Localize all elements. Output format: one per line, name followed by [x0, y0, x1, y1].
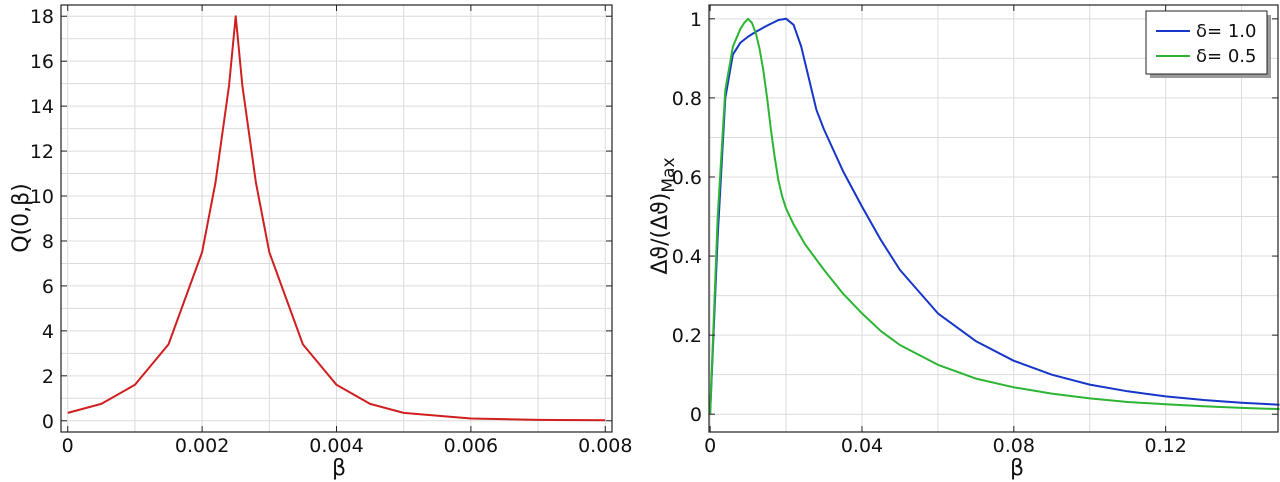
x-tick-label: 0 — [704, 435, 716, 457]
y-tick-labels: 0 0.2 0.4 0.6 0.8 1 — [672, 9, 702, 426]
y-tick-label: 18 — [30, 6, 54, 28]
y-tick-label: 10 — [30, 186, 54, 208]
tick-marks — [709, 5, 1278, 432]
y-axis-label: Q(0,β) — [9, 183, 34, 253]
x-axis-label: β — [332, 456, 346, 481]
x-tick-label: 0.008 — [578, 435, 632, 457]
y-tick-label: 1 — [690, 9, 702, 31]
x-tick-label: 0.006 — [444, 435, 498, 457]
x-tick-label: 0.004 — [309, 435, 363, 457]
y-tick-label: 0.6 — [672, 167, 702, 189]
y-axis-label: Δϑ/(Δϑ)Max — [648, 157, 679, 274]
y-axis-label-subscript: Max — [659, 157, 679, 192]
x-tick-labels: 0 0.002 0.004 0.006 0.008 — [62, 435, 633, 457]
x-tick-labels: 0 0.04 0.08 0.12 — [704, 435, 1187, 457]
x-tick-label: 0.002 — [175, 435, 229, 457]
chart-normalized-delta: 0 0.04 0.08 0.12 0 0.2 0.4 0.6 0.8 1 β Δϑ/(Δϑ)Ma… — [648, 4, 1280, 481]
y-tick-label: 14 — [30, 96, 54, 118]
legend-label-1: δ= 1.0 — [1196, 21, 1256, 42]
y-tick-label: 0 — [42, 411, 54, 433]
y-tick-label: 4 — [42, 321, 54, 343]
y-tick-label: 16 — [30, 51, 54, 73]
legend-items: δ= 1.0 δ= 0.5 — [1156, 21, 1256, 67]
series-group — [67, 15, 606, 422]
y-tick-label: 0.2 — [672, 325, 702, 347]
tick-marks — [61, 5, 612, 432]
y-tick-label: 2 — [42, 366, 54, 388]
y-tick-label: 0.4 — [672, 246, 702, 268]
y-tick-label: 6 — [42, 276, 54, 298]
grid-lines — [61, 5, 612, 432]
series-group — [709, 17, 1280, 415]
x-tick-label: 0 — [62, 435, 74, 457]
y-tick-label: 12 — [30, 141, 54, 163]
x-tick-label: 0.04 — [841, 435, 883, 457]
y-tick-label: 0 — [690, 404, 702, 426]
series-line-2 — [709, 17, 1280, 415]
legend: δ= 1.0 δ= 0.5 — [1145, 10, 1271, 78]
y-tick-labels: 0 2 4 6 8 10 12 14 16 18 — [30, 6, 54, 433]
series-line-1 — [709, 17, 1280, 415]
x-tick-label: 0.08 — [993, 435, 1035, 457]
x-axis-label: β — [1010, 456, 1024, 481]
x-tick-label: 0.12 — [1144, 435, 1186, 457]
y-tick-label: 0.8 — [672, 88, 702, 110]
y-tick-label: 8 — [42, 231, 54, 253]
series-line-1 — [67, 15, 606, 422]
legend-box — [1145, 10, 1268, 75]
y-axis-label-main: Δϑ/(Δϑ) — [648, 193, 673, 275]
plot-frame — [708, 4, 1279, 433]
legend-label-2: δ= 0.5 — [1196, 46, 1256, 67]
